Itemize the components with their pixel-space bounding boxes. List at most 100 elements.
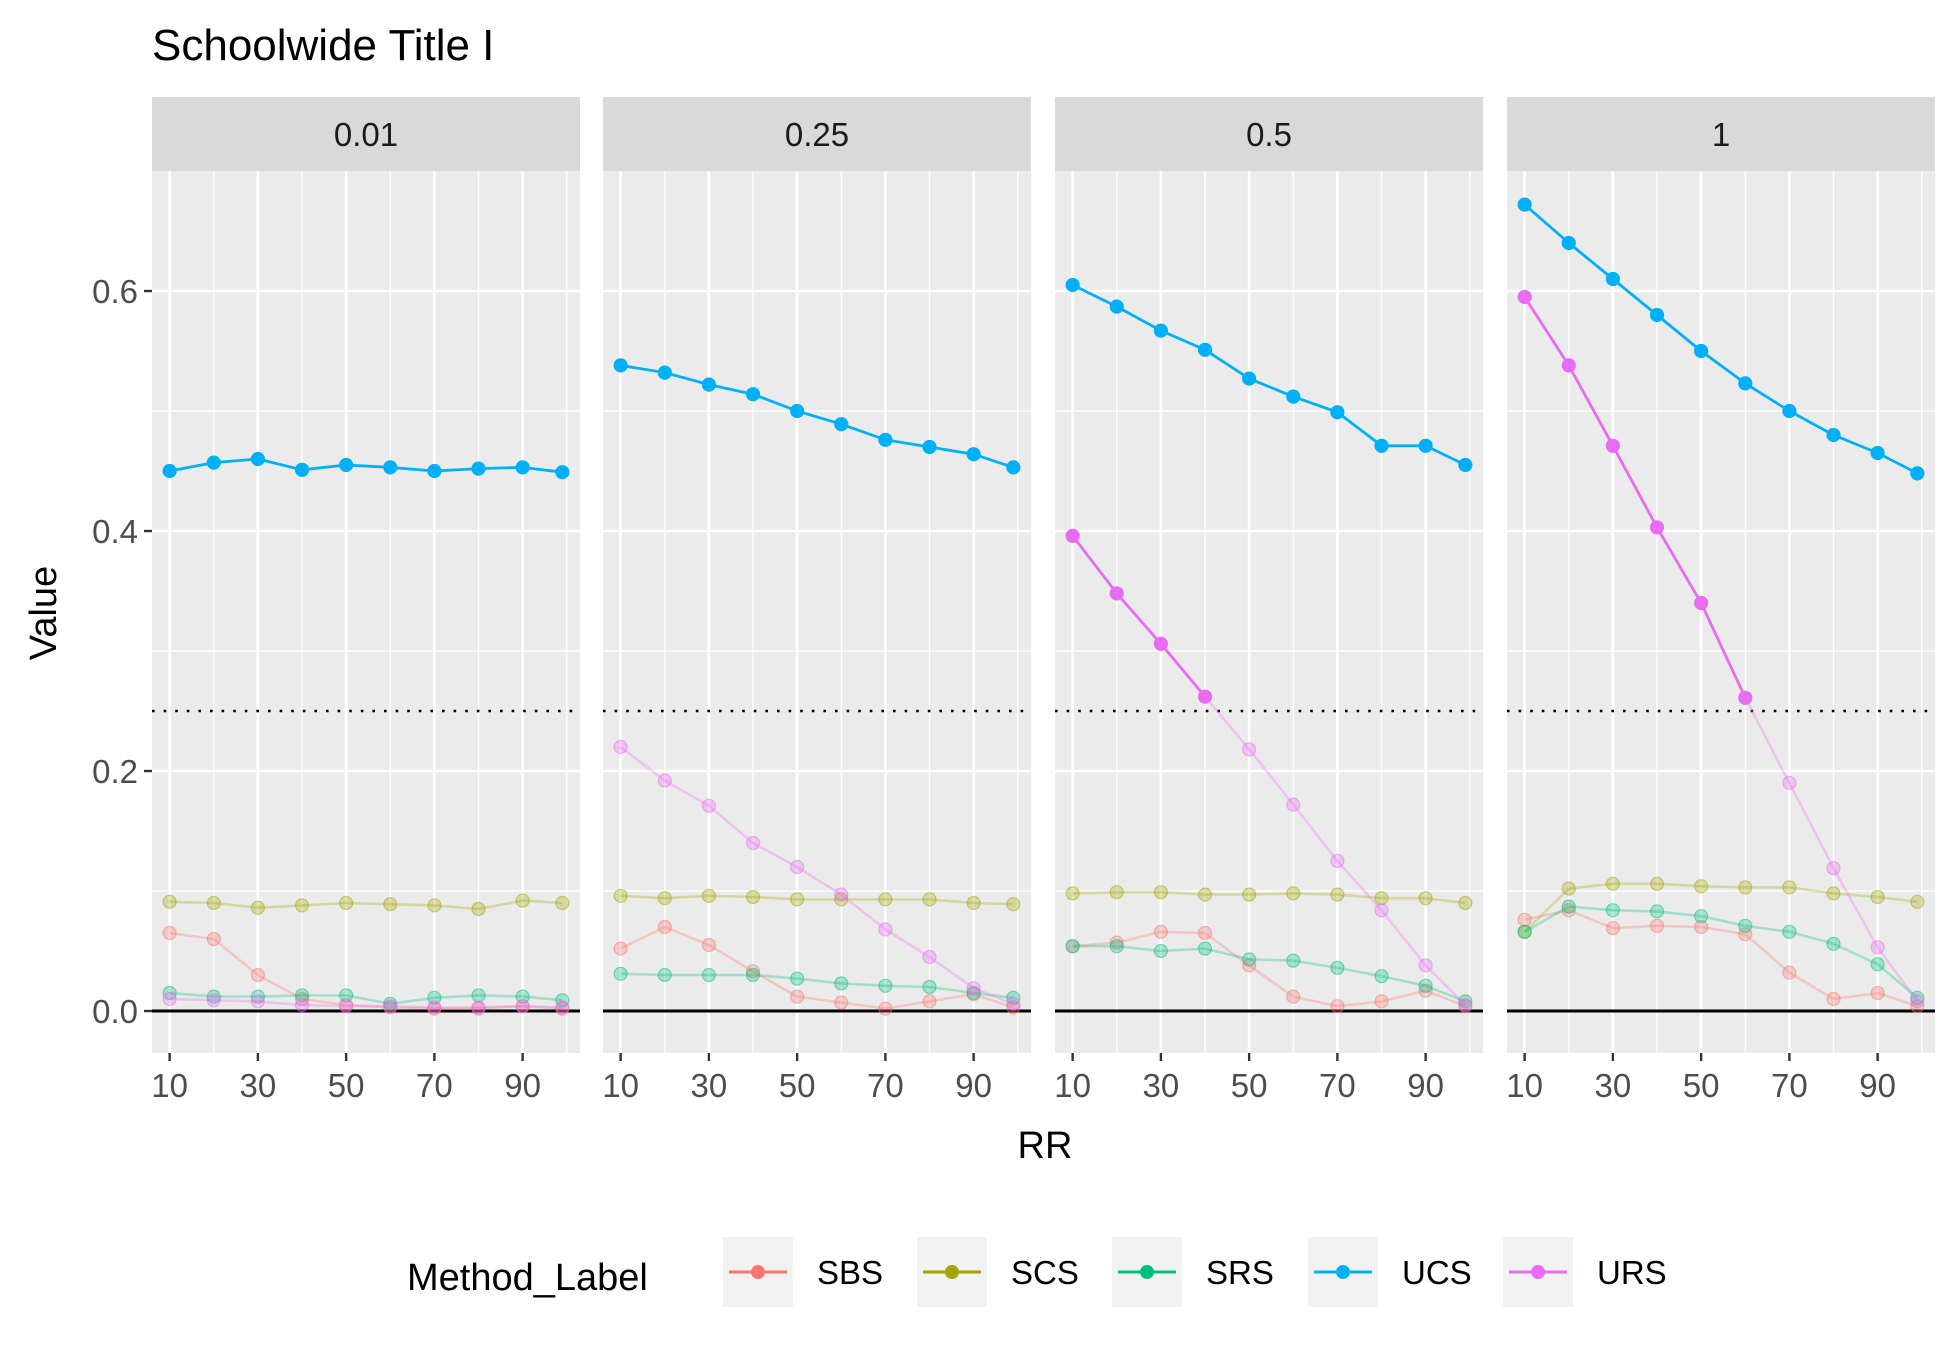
data-point (613, 888, 628, 903)
series-segment (1876, 451, 1918, 475)
data-point (790, 859, 805, 875)
data-point (1153, 924, 1168, 939)
data-point (1870, 889, 1885, 905)
data-point (745, 835, 761, 851)
data-point (427, 990, 442, 1005)
data-point (1649, 918, 1665, 933)
series-segment (1699, 602, 1747, 699)
series-segment (796, 409, 842, 426)
series-segment (478, 994, 523, 998)
series-URS (613, 739, 1021, 1011)
data-point (471, 988, 486, 1003)
facet-strip-label: 1 (1712, 116, 1730, 153)
data-point (1197, 689, 1213, 704)
series-segment (1160, 947, 1206, 953)
legend-item-URS: URS (1503, 1237, 1667, 1307)
facet-strip-label: 0.25 (785, 116, 849, 153)
series-segment (1115, 592, 1162, 645)
facet-strip (152, 97, 580, 171)
chart-title: Schoolwide Title I (152, 21, 494, 70)
series-segment (1424, 964, 1467, 1006)
legend-title: Method_Label (407, 1257, 648, 1299)
series-segment (301, 997, 347, 1007)
data-point (613, 941, 628, 956)
data-point (1826, 991, 1841, 1007)
x-tick-label: 10 (1506, 1067, 1543, 1104)
y-tick-label: 0.2 (92, 753, 138, 790)
series-segment (841, 982, 886, 988)
data-point (1418, 891, 1433, 906)
series-SRS (1065, 939, 1473, 1009)
series-segment (169, 997, 214, 1002)
data-point (657, 967, 672, 983)
data-point (1330, 960, 1345, 975)
series-segment (257, 973, 303, 1001)
legend-label: SCS (1011, 1254, 1079, 1291)
data-point (878, 432, 893, 447)
series-SCS (1065, 885, 1473, 911)
data-point (1153, 636, 1168, 651)
data-point (1694, 343, 1709, 359)
series-segment (1656, 882, 1702, 888)
series-segment (1656, 910, 1702, 918)
data-point (294, 462, 310, 477)
series-segment (169, 931, 214, 941)
legend-key-point (1140, 1265, 1154, 1279)
series-segment (885, 438, 930, 449)
data-point (922, 949, 937, 965)
legend-key-point (1531, 1265, 1545, 1279)
panel-background (1507, 171, 1935, 1053)
series-segment (1248, 964, 1295, 998)
series-segment (1160, 329, 1206, 352)
data-point (515, 460, 530, 475)
series-segment (885, 1000, 930, 1010)
data-point (1738, 690, 1753, 705)
series-UCS (1065, 277, 1473, 473)
data-point (878, 922, 893, 937)
series-segment (1116, 930, 1162, 944)
data-point (555, 465, 570, 480)
series-segment (1611, 445, 1659, 529)
data-point (294, 988, 310, 1003)
data-point (922, 439, 937, 455)
x-tick-label: 30 (1595, 1067, 1632, 1104)
data-point (1649, 520, 1665, 535)
data-point (1065, 886, 1080, 901)
data-point (1330, 999, 1345, 1014)
series-segment (390, 996, 435, 1006)
data-point (515, 999, 530, 1014)
x-tick-label: 10 (151, 1067, 188, 1104)
legend: Method_Label SBS SCS SRS UCS URS (407, 1237, 1667, 1307)
facet-panel-0.25: 0.25 (603, 97, 1031, 1053)
series-segment (1568, 882, 1614, 890)
series-segment (708, 804, 754, 844)
facet-strip-label: 0.01 (334, 116, 398, 153)
series-segment (620, 925, 666, 950)
facet-strip (1055, 97, 1483, 171)
series-SCS (1517, 876, 1925, 939)
data-point (206, 931, 221, 947)
data-point (1694, 595, 1709, 611)
x-tick-label: 50 (328, 1067, 365, 1104)
series-segment (1789, 930, 1834, 946)
data-point (1374, 438, 1389, 453)
series-segment (434, 904, 479, 911)
series-segment (928, 955, 975, 990)
series-segment (1292, 803, 1339, 862)
series-segment (797, 977, 842, 985)
legend-key-point (1336, 1265, 1350, 1279)
data-point (1517, 924, 1532, 939)
series-segment (929, 985, 974, 995)
data-point (1870, 957, 1885, 972)
data-point (383, 897, 398, 912)
data-point (1694, 919, 1709, 935)
data-point (1242, 887, 1257, 902)
y-axis: 0.0 0.2 0.4 0.6 (92, 273, 152, 1030)
data-point (1242, 742, 1257, 757)
data-point (1197, 941, 1213, 956)
series-segment (619, 745, 666, 782)
series-segment (1833, 991, 1878, 1001)
data-point (1065, 277, 1080, 293)
series-segment (664, 779, 710, 807)
series-segment (345, 994, 391, 1006)
